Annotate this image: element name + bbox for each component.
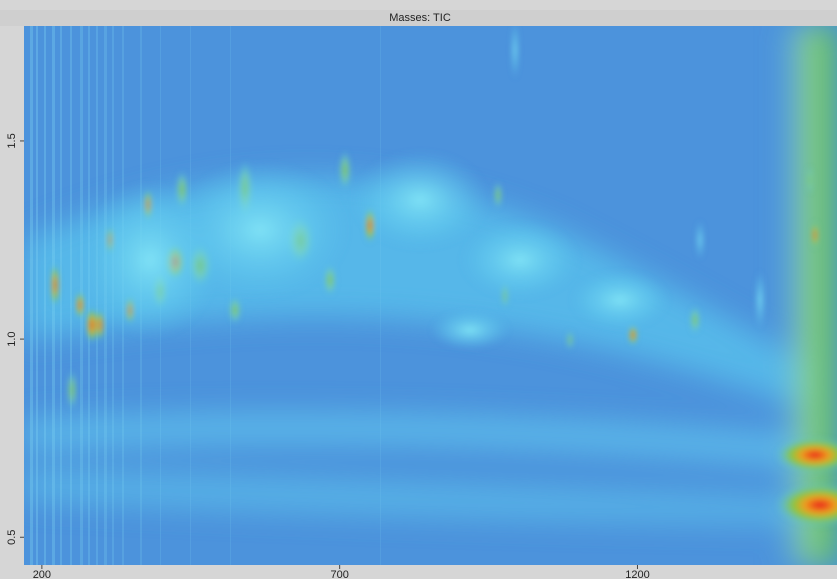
peak [339, 150, 351, 190]
peak [775, 437, 837, 473]
x-tick-label: 1200 [625, 569, 649, 579]
peak [755, 270, 765, 330]
streak [44, 26, 46, 565]
peak [570, 270, 670, 330]
peak [76, 291, 84, 319]
peak [511, 26, 519, 80]
chart-title: Masses: TIC [389, 12, 451, 24]
peak [51, 263, 59, 307]
streak [36, 26, 38, 565]
peak [86, 307, 98, 343]
streak [380, 26, 381, 565]
y-tick-label: 0.5 [6, 530, 18, 545]
x-tick-label: 200 [33, 569, 51, 579]
y-tick-label: 1.5 [6, 133, 18, 148]
peak [629, 325, 637, 345]
peak [775, 483, 837, 527]
streak [30, 26, 33, 565]
peak [696, 220, 704, 260]
peak [812, 221, 818, 249]
streak [60, 26, 62, 565]
peak [67, 370, 77, 410]
peak [80, 180, 220, 340]
y-tick-label: 1.0 [6, 331, 18, 346]
peak [229, 296, 241, 324]
peak [430, 310, 510, 350]
peak [460, 220, 580, 300]
heatmap [24, 26, 837, 565]
axes: 200 700 1200 0.5 1.0 1.5 [6, 133, 650, 579]
streak [70, 26, 72, 565]
peak [690, 306, 700, 334]
peak [350, 150, 490, 250]
x-tick-label: 700 [330, 569, 348, 579]
peaks [51, 26, 837, 527]
peak [807, 166, 813, 194]
peak [567, 330, 573, 350]
peak [494, 181, 502, 209]
title-bar [0, 10, 837, 26]
